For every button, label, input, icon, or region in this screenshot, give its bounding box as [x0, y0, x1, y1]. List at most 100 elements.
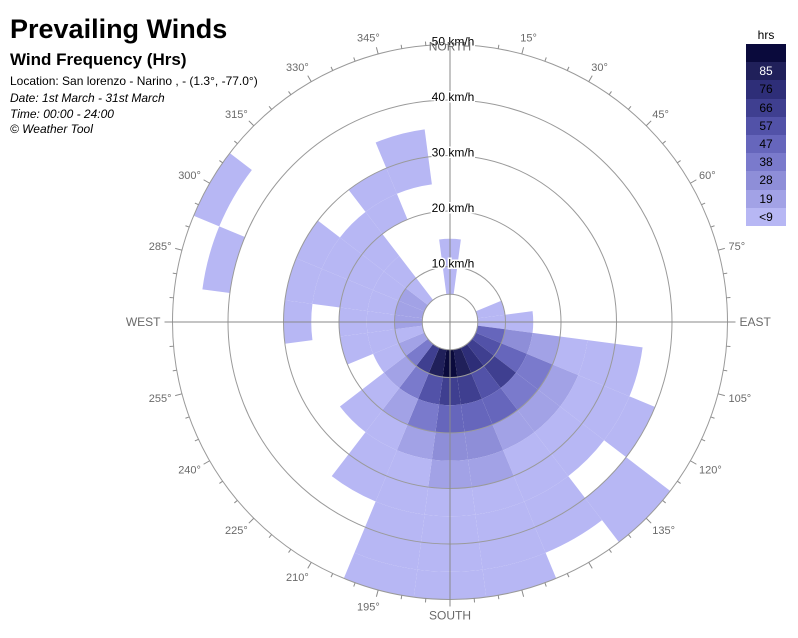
angle-tick: [588, 75, 593, 82]
angle-tick: [353, 582, 356, 587]
angle-tick: [566, 66, 570, 71]
wind-cell: [348, 168, 397, 212]
wind-cell: [373, 343, 406, 373]
angle-tick: [172, 369, 177, 372]
angle-tick: [566, 573, 570, 578]
wind-cell: [503, 432, 552, 476]
angle-tick: [353, 57, 356, 62]
angle-tick: [608, 91, 612, 95]
angle-label: 285°: [149, 241, 172, 253]
legend-entry: 47: [746, 134, 786, 154]
angle-label: 195°: [357, 601, 380, 613]
wind-cell: [416, 344, 440, 374]
angle-label: 330°: [286, 62, 309, 74]
angle-tick: [690, 460, 697, 465]
wind-cell: [453, 347, 472, 378]
wind-cell: [481, 388, 518, 425]
radial-tick-label: 50 km/h: [432, 35, 475, 49]
angle-tick: [330, 573, 334, 578]
angle-tick: [521, 589, 525, 597]
angle-tick: [268, 534, 273, 538]
wind-cell: [347, 254, 384, 291]
angle-tick: [588, 562, 593, 569]
angle-tick: [662, 140, 666, 145]
angle-tick: [645, 120, 652, 127]
wind-cell: [551, 423, 605, 477]
wind-cells: [193, 129, 671, 600]
wind-cell: [312, 268, 348, 308]
wind-cell: [331, 454, 387, 502]
angle-tick: [234, 499, 238, 504]
angle-label: 255°: [149, 393, 172, 405]
angle-tick: [723, 369, 728, 372]
wind-cell: [478, 527, 546, 570]
angle-tick: [400, 44, 403, 49]
angle-tick: [203, 179, 210, 184]
angle-tick: [219, 160, 223, 164]
wind-cell: [202, 226, 245, 294]
wind-cell: [375, 475, 429, 515]
wind-cell: [517, 389, 561, 433]
wind-cell: [382, 388, 419, 425]
wind-cell: [354, 527, 422, 570]
legend-entry: 38: [746, 153, 786, 172]
radial-tick-label: 20 km/h: [432, 201, 475, 215]
angle-tick: [701, 202, 706, 206]
angle-tick: [194, 202, 199, 206]
location-text: Location: San lorenzo - Narino , - (1.3°…: [10, 74, 258, 88]
wind-cell: [471, 475, 525, 515]
angle-tick: [248, 120, 255, 127]
angle-tick: [710, 225, 715, 228]
wind-cell: [361, 233, 400, 272]
wind-cell: [407, 398, 440, 433]
angle-label: 300°: [178, 170, 201, 182]
wind-cell: [501, 329, 533, 354]
angle-tick: [645, 517, 652, 524]
angle-tick: [375, 589, 379, 597]
wind-cell: [466, 338, 495, 367]
angle-label: 315°: [225, 109, 248, 121]
angle-tick: [627, 534, 632, 538]
legend: 85 76 66 57 47 38 28 19 <9: [746, 44, 786, 226]
wind-cell: [394, 300, 425, 319]
angle-tick: [175, 247, 183, 251]
angle-tick: [701, 438, 706, 442]
wind-cell: [516, 353, 553, 390]
angle-label: 135°: [652, 525, 675, 537]
legend-entry: 85: [746, 62, 786, 81]
angle-tick: [219, 480, 223, 484]
angle-tick: [717, 247, 725, 251]
angle-tick: [677, 480, 681, 484]
angle-tick: [194, 438, 199, 442]
wind-cell: [394, 325, 425, 344]
angle-label: 45°: [652, 109, 669, 121]
wind-cell: [534, 406, 583, 455]
angle-tick: [288, 549, 292, 553]
wind-cell: [585, 457, 671, 543]
wind-cell: [373, 271, 406, 301]
legend-entry: 57: [746, 116, 786, 135]
radial-tick-label: 30 km/h: [432, 146, 475, 160]
legend-entry: 19: [746, 189, 786, 208]
legend-entry: <9: [746, 207, 786, 226]
wind-cell: [418, 373, 443, 405]
angle-tick: [234, 140, 238, 145]
angle-label: 345°: [357, 33, 380, 45]
wind-cell: [361, 372, 400, 411]
wind-cell: [367, 329, 399, 354]
angle-tick: [608, 549, 612, 553]
wind-cell: [399, 366, 429, 399]
wind-cell: [552, 336, 588, 376]
wind-cell: [494, 343, 527, 373]
angle-label: 240°: [178, 464, 201, 476]
wind-cell: [500, 372, 539, 411]
wind-cell: [460, 398, 493, 433]
angle-tick: [307, 75, 312, 82]
wind-cell: [398, 288, 428, 312]
angle-tick: [497, 44, 500, 49]
wind-cell: [604, 396, 656, 458]
wind-cell: [343, 552, 418, 598]
angle-label: 30°: [591, 62, 608, 74]
wind-cell: [534, 498, 603, 553]
wind-cell: [405, 338, 434, 367]
